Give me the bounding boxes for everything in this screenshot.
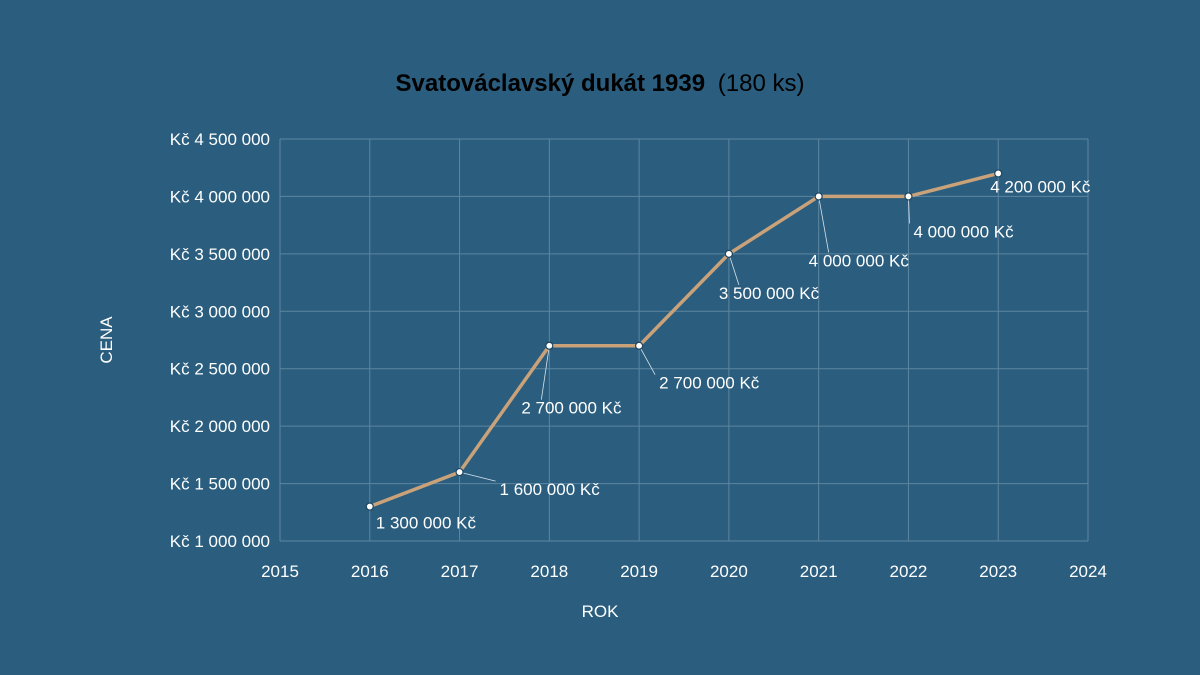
x-tick-label: 2023 (979, 562, 1017, 581)
data-label: 4 000 000 Kč (809, 251, 910, 270)
data-point (545, 341, 554, 350)
data-label: 1 300 000 Kč (376, 514, 477, 533)
data-point (724, 249, 733, 258)
chart-title-main: Svatováclavský dukát 1939 (396, 70, 706, 97)
y-tick-label: Kč 3 500 000 (170, 245, 270, 264)
x-tick-label: 2019 (620, 562, 658, 581)
y-axis-label: CENA (97, 316, 116, 364)
x-tick-label: 2015 (261, 562, 299, 581)
x-axis-label: ROK (582, 602, 620, 621)
data-point (455, 467, 464, 477)
x-tick-label: 2020 (710, 562, 748, 581)
data-point (994, 169, 1003, 178)
y-tick-label: Kč 3 000 000 (170, 302, 270, 321)
x-tick-label: 2022 (890, 562, 928, 581)
chart-title-subtitle: (180 ks) (718, 70, 805, 97)
x-tick-label: 2021 (800, 562, 838, 581)
data-point (814, 192, 823, 201)
chart-title: Svatováclavský dukát 1939 (180 ks) (396, 70, 805, 97)
data-label: 2 700 000 Kč (659, 374, 760, 393)
data-label: 1 600 000 Kč (500, 480, 601, 499)
data-label: 2 700 000 Kč (521, 399, 622, 418)
data-labels: 1 300 000 Kč 1 600 000 Kč 2 700 000 Kč 2 70… (376, 177, 1091, 532)
y-tick-label: Kč 2 500 000 (170, 360, 270, 379)
y-tick-label: Kč 4 500 000 (170, 130, 270, 149)
label-leader-line (818, 196, 830, 253)
label-leader-line (728, 253, 740, 285)
label-leader-line (459, 471, 496, 482)
grid (279, 138, 1089, 542)
x-tick-label: 2016 (351, 562, 389, 581)
y-tick-label: Kč 1 000 000 (170, 532, 270, 551)
label-leader-line (540, 345, 550, 400)
data-label: 4 200 000 Kč (990, 177, 1091, 196)
x-tick-label: 2018 (530, 562, 568, 581)
x-tick-label: 2024 (1069, 562, 1107, 581)
series-line (368, 171, 1000, 509)
data-point (365, 502, 374, 511)
y-axis-ticks: Kč 1 000 000 Kč 1 500 000 Kč 2 000 000 Kč 2… (170, 130, 270, 551)
data-points (365, 169, 1003, 511)
label-leader-line (908, 196, 910, 224)
data-label: 4 000 000 Kč (913, 222, 1014, 241)
label-leader-line (638, 345, 656, 375)
x-tick-label: 2017 (441, 562, 479, 581)
x-axis-ticks: 2015 2016 2017 2018 2019 2020 2021 2022 2023 2024 (261, 562, 1107, 581)
y-tick-label: Kč 1 500 000 (170, 475, 270, 494)
y-tick-label: Kč 4 000 000 (170, 187, 270, 206)
data-point (904, 192, 913, 201)
series-line-path (368, 171, 1000, 509)
y-tick-label: Kč 2 000 000 (170, 417, 270, 436)
data-label: 3 500 000 Kč (719, 284, 820, 303)
data-point (635, 341, 644, 350)
label-leader-lines (459, 196, 910, 482)
